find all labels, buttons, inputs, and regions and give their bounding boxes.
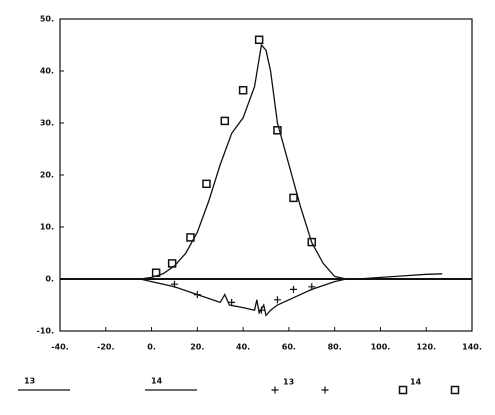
x-tick-label: 60. [282,343,296,352]
square-marker [398,385,408,395]
x-tick-label: -20. [97,343,115,352]
x-tick-label: 40. [236,343,250,352]
x-tick-label: -40. [51,343,69,352]
plus-marker [308,283,316,291]
square-marker [238,85,248,95]
x-tick-label: 20. [190,343,204,352]
plus-marker [170,280,178,288]
y-tick-label: 40. [40,67,54,76]
square-marker [289,193,298,203]
y-tick-label: 30. [40,119,54,128]
x-tick-label: 0. [147,343,156,352]
plot-frame [59,18,473,332]
data-line [140,43,443,280]
legend-label: 14 [410,378,422,387]
square-marker [151,268,161,278]
square-marker [202,179,211,189]
y-tick-label: 50. [40,15,54,24]
plus-marker [257,306,265,314]
plus-marker [289,285,297,293]
plus-marker [271,386,279,394]
plus-marker [321,386,329,394]
square-marker [273,126,282,135]
x-tick-label: 120. [416,343,436,352]
y-tick-label: 20. [40,171,54,180]
plus-marker [273,296,281,304]
x-tick-label: 100. [371,343,391,352]
square-marker [450,385,460,395]
y-tick-label: -10. [37,327,55,336]
square-marker [307,237,317,247]
plus-marker [228,298,236,306]
legend-label: 13 [24,377,35,386]
square-marker [167,259,177,268]
y-tick-label: 0. [45,275,54,284]
legend-label: 14 [151,377,163,386]
square-marker [186,233,195,242]
square-marker [220,116,230,126]
x-tick-label: 140. [462,343,482,352]
square-marker [254,35,264,45]
y-tick-label: 10. [40,223,54,232]
x-tick-label: 80. [328,343,342,352]
legend-label: 13 [283,378,294,387]
plus-marker [193,291,201,299]
